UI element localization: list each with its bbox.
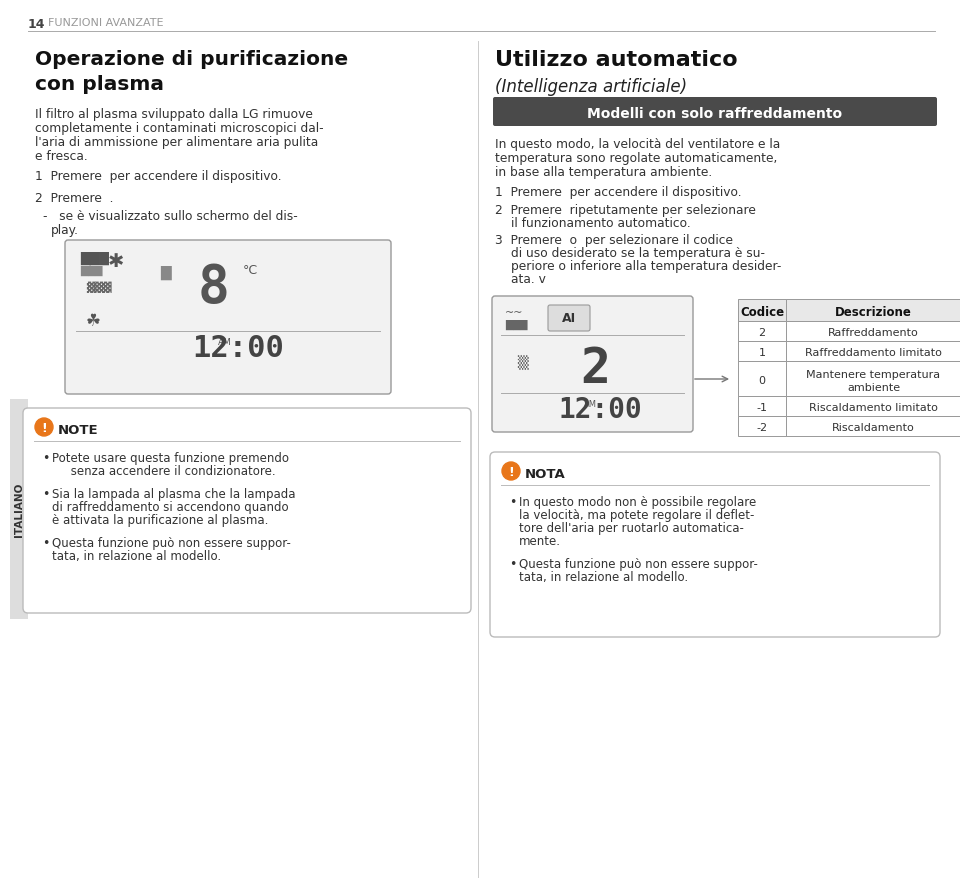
- Text: °C: °C: [243, 263, 258, 277]
- Text: !: !: [508, 465, 514, 478]
- FancyBboxPatch shape: [548, 306, 590, 332]
- Text: Riscaldamento limitato: Riscaldamento limitato: [809, 402, 938, 413]
- Text: 2: 2: [580, 344, 610, 392]
- Bar: [786, 416, 960, 436]
- Text: AM: AM: [584, 399, 597, 408]
- Text: Modelli con solo raffreddamento: Modelli con solo raffreddamento: [588, 106, 843, 120]
- Text: 2: 2: [758, 327, 765, 338]
- Text: Mantenere temperatura: Mantenere temperatura: [806, 370, 941, 379]
- Text: █: █: [160, 266, 171, 280]
- Text: periore o inferiore alla temperatura desider-: periore o inferiore alla temperatura des…: [511, 260, 781, 273]
- Text: Il filtro al plasma sviluppato dalla LG rimuove: Il filtro al plasma sviluppato dalla LG …: [35, 108, 313, 121]
- Text: 1: 1: [758, 348, 765, 357]
- Text: ███: ███: [505, 320, 527, 330]
- Text: Raffreddamento: Raffreddamento: [828, 327, 919, 338]
- Text: 1  Premere  per accendere il dispositivo.: 1 Premere per accendere il dispositivo.: [35, 169, 281, 183]
- Text: Operazione di purificazione: Operazione di purificazione: [35, 50, 348, 68]
- Text: tata, in relazione al modello.: tata, in relazione al modello.: [52, 550, 221, 563]
- Text: •: •: [509, 495, 516, 508]
- Text: !: !: [41, 421, 47, 434]
- Circle shape: [502, 463, 520, 480]
- Text: Descrizione: Descrizione: [835, 306, 912, 318]
- Text: tore dell'aria per ruotarlo automatica-: tore dell'aria per ruotarlo automatica-: [519, 522, 744, 535]
- Text: NOTA: NOTA: [525, 467, 565, 480]
- Bar: [738, 299, 786, 321]
- Text: 2  Premere  ripetutamente per selezionare: 2 Premere ripetutamente per selezionare: [495, 204, 756, 217]
- Text: •: •: [42, 451, 49, 464]
- Text: -2: -2: [756, 422, 768, 433]
- Text: 3  Premere  o  per selezionare il codice: 3 Premere o per selezionare il codice: [495, 234, 733, 247]
- Text: Codice: Codice: [740, 306, 784, 318]
- Text: di uso desiderato se la temperatura è su-: di uso desiderato se la temperatura è su…: [511, 247, 765, 260]
- Text: ITALIANO: ITALIANO: [14, 482, 24, 536]
- Text: con plasma: con plasma: [35, 75, 164, 94]
- Text: 8: 8: [198, 262, 229, 313]
- FancyBboxPatch shape: [493, 97, 937, 126]
- Text: 14: 14: [28, 18, 45, 31]
- Text: NOTE: NOTE: [58, 423, 99, 436]
- Bar: [738, 416, 786, 436]
- Text: In questo modo, la velocità del ventilatore e la: In questo modo, la velocità del ventilat…: [495, 138, 780, 151]
- Text: 0: 0: [758, 375, 765, 385]
- Text: completamente i contaminati microscopici dal-: completamente i contaminati microscopici…: [35, 122, 324, 135]
- Text: 1  Premere  per accendere il dispositivo.: 1 Premere per accendere il dispositivo.: [495, 186, 742, 198]
- Text: senza accendere il condizionatore.: senza accendere il condizionatore.: [52, 464, 276, 478]
- Bar: [786, 321, 960, 342]
- Text: Sia la lampada al plasma che la lampada: Sia la lampada al plasma che la lampada: [52, 487, 296, 500]
- Text: tata, in relazione al modello.: tata, in relazione al modello.: [519, 571, 688, 583]
- Text: Questa funzione può non essere suppor-: Questa funzione può non essere suppor-: [519, 558, 757, 571]
- Text: Questa funzione può non essere suppor-: Questa funzione può non essere suppor-: [52, 536, 291, 550]
- Circle shape: [35, 419, 53, 436]
- Text: Potete usare questa funzione premendo: Potete usare questa funzione premendo: [52, 451, 289, 464]
- Text: ▒: ▒: [517, 355, 528, 370]
- Bar: [738, 321, 786, 342]
- Text: Raffreddamento limitato: Raffreddamento limitato: [805, 348, 942, 357]
- Bar: [738, 342, 786, 362]
- Text: ambiente: ambiente: [847, 383, 900, 392]
- Text: •: •: [42, 536, 49, 550]
- Text: ✱: ✱: [108, 252, 125, 270]
- FancyBboxPatch shape: [23, 408, 471, 614]
- Text: mente.: mente.: [519, 535, 561, 547]
- Text: 12:00: 12:00: [558, 396, 642, 423]
- Text: l'aria di ammissione per alimentare aria pulita: l'aria di ammissione per alimentare aria…: [35, 136, 319, 149]
- Text: AM: AM: [218, 338, 232, 347]
- Bar: [10, 399, 28, 619]
- Text: (Intelligenza artificiale): (Intelligenza artificiale): [495, 78, 687, 96]
- FancyBboxPatch shape: [492, 297, 693, 433]
- Text: ata. v: ata. v: [511, 273, 546, 285]
- Text: In questo modo non è possibile regolare: In questo modo non è possibile regolare: [519, 495, 756, 508]
- Text: Riscaldamento: Riscaldamento: [832, 422, 915, 433]
- Text: •: •: [42, 487, 49, 500]
- Bar: [738, 397, 786, 416]
- Bar: [738, 362, 786, 397]
- Text: il funzionamento automatico.: il funzionamento automatico.: [511, 217, 691, 230]
- Bar: [786, 299, 960, 321]
- FancyBboxPatch shape: [490, 452, 940, 637]
- Text: -   se è visualizzato sullo schermo del dis-: - se è visualizzato sullo schermo del di…: [43, 210, 298, 223]
- Text: ███: ███: [80, 266, 103, 276]
- Bar: [786, 362, 960, 397]
- Text: Utilizzo automatico: Utilizzo automatico: [495, 50, 737, 70]
- Text: 2  Premere  .: 2 Premere .: [35, 191, 113, 205]
- Text: ███: ███: [80, 252, 108, 265]
- Text: ☘: ☘: [86, 312, 101, 329]
- Text: ~~: ~~: [505, 307, 523, 318]
- Text: ▓▓▓: ▓▓▓: [86, 282, 111, 293]
- Bar: [786, 342, 960, 362]
- Text: in base alla temperatura ambiente.: in base alla temperatura ambiente.: [495, 166, 712, 179]
- Text: •: •: [509, 558, 516, 571]
- Text: temperatura sono regolate automaticamente,: temperatura sono regolate automaticament…: [495, 152, 778, 165]
- Text: FUNZIONI AVANZATE: FUNZIONI AVANZATE: [48, 18, 163, 28]
- Text: è attivata la purificazione al plasma.: è attivata la purificazione al plasma.: [52, 514, 269, 527]
- Text: 12:00: 12:00: [192, 334, 284, 363]
- Bar: [786, 397, 960, 416]
- Text: e fresca.: e fresca.: [35, 150, 87, 162]
- Text: play.: play.: [51, 224, 79, 237]
- Text: -1: -1: [756, 402, 767, 413]
- Text: AI: AI: [562, 313, 576, 325]
- Text: di raffreddamento si accendono quando: di raffreddamento si accendono quando: [52, 500, 289, 514]
- FancyBboxPatch shape: [65, 241, 391, 394]
- Text: la velocità, ma potete regolare il deflet-: la velocità, ma potete regolare il defle…: [519, 508, 755, 522]
